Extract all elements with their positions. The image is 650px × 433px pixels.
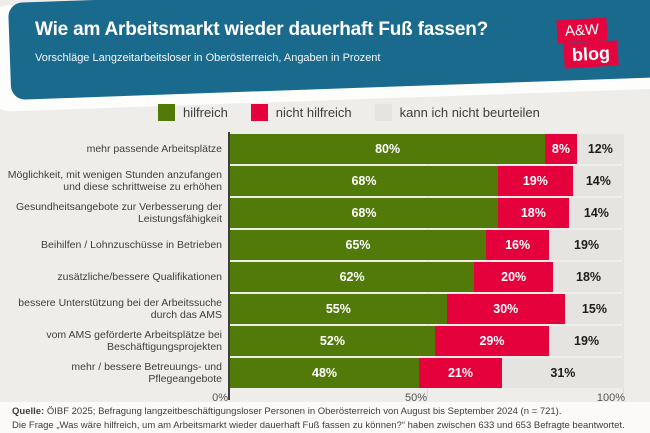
x-tick-0: 0%: [212, 392, 228, 404]
legend-swatch-red: [250, 104, 268, 121]
bar-segment-hilfreich: 52%: [230, 326, 435, 356]
bar-stack: 48% 21% 31%: [230, 358, 624, 388]
legend-swatch-green: [158, 104, 175, 121]
legend-label: kann ich nicht beurteilen: [399, 105, 540, 120]
bar-segment-kann-nicht-beurteilen: 14%: [572, 166, 624, 196]
page-subtitle: Vorschläge Langzeitarbeitsloser in Oberö…: [35, 52, 381, 64]
bar-segment-nicht-hilfreich: 20%: [474, 262, 554, 292]
bar-stack: 80% 8% 12%: [230, 134, 624, 164]
logo-aw-box: A&W: [556, 17, 608, 44]
table-row: mehr passende Arbeitsplätze 80% 8% 12%: [0, 134, 650, 164]
category-label: Beihilfen / Lohnzuschüsse in Betrieben: [41, 238, 222, 251]
bar-segment-kann-nicht-beurteilen: 19%: [549, 326, 624, 356]
table-row: vom AMS geförderte Arbeitsplätze bei Bes…: [0, 326, 650, 356]
bar-segment-hilfreich: 65%: [230, 230, 487, 260]
legend-item-hilfreich: hilfreich: [158, 104, 228, 121]
bar-segment-kann-nicht-beurteilen: 31%: [501, 358, 624, 388]
source-footer: Quelle: ÖIBF 2025; Befragung langzeitbes…: [0, 402, 650, 433]
category-label: mehr / bessere Betreuungs- und Pflegeang…: [71, 360, 222, 385]
category-label: vom AMS geförderte Arbeitsplätze bei Bes…: [46, 328, 222, 353]
x-tick-50: 50%: [404, 392, 427, 404]
bar-segment-nicht-hilfreich: 19%: [497, 166, 573, 196]
bar-segment-nicht-hilfreich: 29%: [434, 326, 550, 356]
bar-segment-nicht-hilfreich: 18%: [497, 198, 569, 228]
bar-stack: 65% 16% 19%: [230, 230, 624, 260]
category-label: Gesundheitsangebote zur Verbesserung der…: [15, 200, 222, 225]
bar-segment-hilfreich: 62%: [230, 262, 475, 292]
bar-segment-kann-nicht-beurteilen: 15%: [564, 294, 624, 324]
category-label: bessere Unterstützung bei der Arbeitssuc…: [18, 296, 222, 321]
logo-blog-box: blog: [563, 40, 619, 69]
bar-chart: mehr passende Arbeitsplätze 80% 8% 12% Mögli…: [0, 132, 650, 406]
page-title: Wie am Arbeitsmarkt wieder dauerhaft Fuß…: [35, 19, 489, 40]
bar-segment-kann-nicht-beurteilen: 14%: [568, 198, 624, 228]
table-row: Gesundheitsangebote zur Verbesserung der…: [0, 198, 650, 228]
x-axis-ticks: 0% 50% 100%: [0, 388, 650, 406]
bar-segment-hilfreich: 80%: [230, 134, 546, 164]
bar-segment-kann-nicht-beurteilen: 12%: [576, 134, 624, 164]
legend-swatch-gray: [374, 104, 392, 121]
bar-segment-nicht-hilfreich: 30%: [446, 294, 565, 324]
note-line: Die Frage „Was wäre hilfreich, um am Arb…: [12, 419, 625, 431]
legend-item-kann-nicht-beurteilen: kann ich nicht beurteilen: [374, 104, 540, 121]
source-text: ÖIBF 2025; Befragung langzeitbeschäftigu…: [44, 406, 562, 417]
bar-segment-nicht-hilfreich: 16%: [486, 230, 550, 260]
category-label: Möglichkeit, mit wenigen Stunden anzufan…: [7, 168, 222, 193]
chart-legend: hilfreich nicht hilfreich kann ich nicht…: [158, 104, 540, 121]
table-row: Beihilfen / Lohnzuschüsse in Betrieben 65…: [0, 230, 650, 260]
bar-segment-nicht-hilfreich: 21%: [419, 358, 502, 388]
bar-segment-hilfreich: 68%: [230, 166, 498, 196]
legend-label: nicht hilfreich: [275, 105, 352, 120]
bar-stack: 68% 19% 14%: [230, 166, 624, 196]
legend-label: hilfreich: [183, 105, 228, 120]
legend-item-nicht-hilfreich: nicht hilfreich: [250, 104, 352, 121]
bar-stack: 62% 20% 18%: [230, 262, 624, 292]
bar-segment-kann-nicht-beurteilen: 18%: [553, 262, 624, 292]
table-row: zusätzliche/bessere Qualifikationen 62% 20…: [0, 262, 650, 292]
table-row: mehr / bessere Betreuungs- und Pflegeang…: [0, 358, 650, 388]
x-tick-100: 100%: [596, 392, 625, 404]
chart-rows: mehr passende Arbeitsplätze 80% 8% 12% Mögli…: [0, 134, 650, 388]
bar-segment-hilfreich: 68%: [230, 198, 498, 228]
bar-stack: 68% 18% 14%: [230, 198, 624, 228]
bar-segment-hilfreich: 48%: [230, 358, 420, 388]
y-axis-line: [228, 132, 230, 400]
category-label: mehr passende Arbeitsplätze: [86, 142, 222, 155]
source-line: Quelle: ÖIBF 2025; Befragung langzeitbes…: [12, 405, 640, 419]
bar-segment-hilfreich: 55%: [230, 294, 447, 324]
bar-segment-kann-nicht-beurteilen: 19%: [549, 230, 624, 260]
table-row: bessere Unterstützung bei der Arbeitssuc…: [0, 294, 650, 324]
bar-stack: 55% 30% 15%: [230, 294, 624, 324]
bar-segment-nicht-hilfreich: 8%: [545, 134, 577, 164]
category-label: zusätzliche/bessere Qualifikationen: [57, 270, 222, 283]
bar-stack: 52% 29% 19%: [230, 326, 624, 356]
table-row: Möglichkeit, mit wenigen Stunden anzufan…: [0, 166, 650, 196]
source-label: Quelle:: [12, 406, 45, 417]
